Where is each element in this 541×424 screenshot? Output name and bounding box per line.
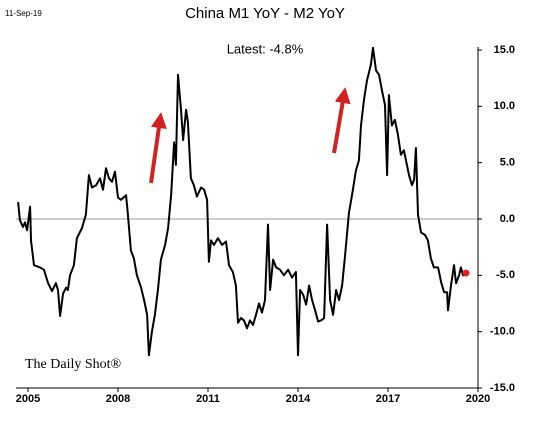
x-tick-label: 2005	[16, 393, 40, 405]
arrow	[149, 112, 167, 184]
arrow	[332, 87, 351, 154]
y-tick-label: 15.0	[494, 44, 515, 56]
x-tick-label: 2014	[286, 393, 311, 405]
y-tick-label: 5.0	[500, 157, 515, 169]
date-label: 11-Sep-19	[5, 9, 42, 18]
x-tick-label: 2017	[376, 393, 400, 405]
line	[17, 46, 467, 357]
x-tick-label: 2011	[196, 393, 220, 405]
y-tick-label: 0.0	[500, 213, 515, 225]
x-tick-label: 2008	[106, 393, 130, 405]
y-tick-label: -10.0	[490, 326, 515, 338]
latest-marker	[462, 269, 470, 277]
x-tick-label: 2020	[466, 393, 490, 405]
source: The Daily Shot®	[25, 357, 122, 372]
y-tick-label: -5.0	[496, 269, 515, 281]
y-tick-label: 10.0	[494, 100, 515, 112]
annotation: Latest: -4.8%	[227, 41, 304, 56]
y-tick-label: -15.0	[490, 382, 515, 394]
chart-title: China M1 YoY - M2 YoY	[185, 5, 345, 22]
